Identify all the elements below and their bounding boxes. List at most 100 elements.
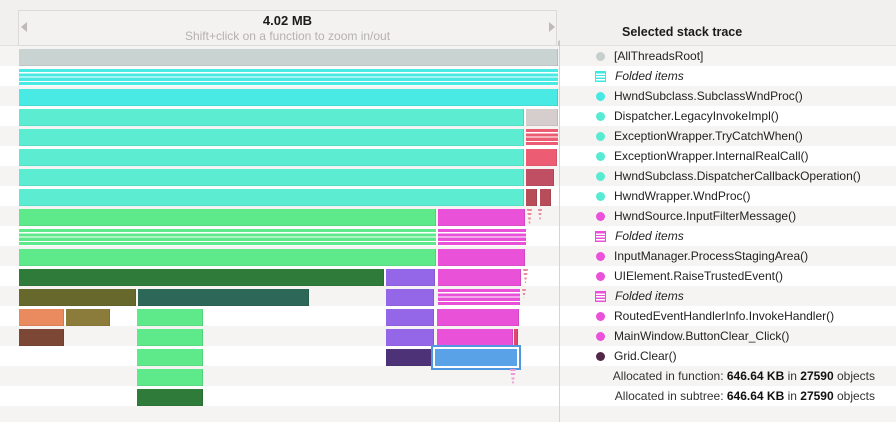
flame-bar[interactable] xyxy=(19,329,64,346)
flame-bar[interactable] xyxy=(438,269,521,286)
flame-bar[interactable] xyxy=(437,309,519,326)
allocated-in-subtree-line: Allocated in subtree: 646.64 KB in 27590… xyxy=(614,389,875,403)
flame-bar[interactable] xyxy=(19,49,558,66)
stack-trace-item[interactable]: HwndSubclass.DispatcherCallbackOperation… xyxy=(560,166,896,186)
stack-trace-item[interactable]: Folded items xyxy=(560,226,896,246)
flame-bar[interactable] xyxy=(386,349,433,366)
flame-bar[interactable] xyxy=(514,329,518,346)
stack-trace-item[interactable]: UIElement.RaiseTrustedEvent() xyxy=(560,266,896,286)
flame-zoom-hint: Shift+click on a function to zoom in/out xyxy=(184,28,391,43)
folded-items-icon xyxy=(595,290,606,302)
flame-bar[interactable] xyxy=(386,329,434,346)
stack-item-bullet-icon xyxy=(596,251,605,261)
flame-bar[interactable] xyxy=(526,189,537,206)
allocated-in-function-line: Allocated in function: 646.64 KB in 2759… xyxy=(612,369,875,383)
flame-total-size: 4.02 MB xyxy=(262,12,313,28)
row-stripe xyxy=(560,106,896,126)
flame-bar xyxy=(527,209,532,225)
stack-item-bullet-icon xyxy=(596,171,605,181)
stack-trace-item[interactable]: Grid.Clear() xyxy=(560,346,896,366)
flame-bar[interactable] xyxy=(438,209,525,226)
scroll-right-icon[interactable] xyxy=(549,22,555,32)
stack-trace-item[interactable]: InputManager.ProcessStagingArea() xyxy=(560,246,896,266)
flame-bar[interactable] xyxy=(19,249,436,266)
stack-item-bullet-icon xyxy=(596,51,605,61)
flame-bar xyxy=(510,369,516,384)
stack-item-label: [AllThreadsRoot] xyxy=(614,49,704,63)
flame-bar[interactable] xyxy=(19,309,64,326)
stack-trace-item[interactable]: HwndWrapper.WndProc() xyxy=(560,186,896,206)
stack-item-bullet-icon xyxy=(596,271,605,281)
flame-bar[interactable] xyxy=(526,129,558,146)
flame-bar[interactable] xyxy=(526,109,558,126)
flame-bar[interactable] xyxy=(66,309,110,326)
stack-item-label: HwndSubclass.SubclassWndProc() xyxy=(614,89,803,103)
stack-trace-item[interactable]: Dispatcher.LegacyInvokeImpl() xyxy=(560,106,896,126)
stack-item-label: Grid.Clear() xyxy=(614,349,677,363)
row-stripe xyxy=(560,46,896,66)
stack-item-label: HwndSource.InputFilterMessage() xyxy=(614,209,797,223)
flame-bar[interactable] xyxy=(437,329,513,346)
flame-bar-selected[interactable] xyxy=(433,347,519,368)
flame-bar[interactable] xyxy=(137,389,203,406)
flame-bar[interactable] xyxy=(540,189,551,206)
flame-bar[interactable] xyxy=(386,309,434,326)
row-stripe xyxy=(560,246,896,266)
flame-bar[interactable] xyxy=(19,149,524,166)
row-stripe xyxy=(0,366,559,386)
stack-item-label: Folded items xyxy=(615,289,684,303)
flame-bar[interactable] xyxy=(526,149,557,166)
flame-bar[interactable] xyxy=(137,329,203,346)
stack-trace-item[interactable]: ExceptionWrapper.TryCatchWhen() xyxy=(560,126,896,146)
flame-bar[interactable] xyxy=(19,189,524,206)
flame-bar[interactable] xyxy=(19,269,384,286)
flame-bar[interactable] xyxy=(438,289,520,306)
row-stripe xyxy=(560,306,896,326)
flame-bar[interactable] xyxy=(19,129,524,146)
flame-bar[interactable] xyxy=(19,229,436,246)
flame-bar[interactable] xyxy=(386,269,435,286)
stack-trace-item[interactable]: MainWindow.ButtonClear_Click() xyxy=(560,326,896,346)
stack-trace-item[interactable]: HwndSubclass.SubclassWndProc() xyxy=(560,86,896,106)
row-stripe xyxy=(560,266,896,286)
flame-bar[interactable] xyxy=(19,69,558,86)
stack-trace-item[interactable]: ExceptionWrapper.InternalRealCall() xyxy=(560,146,896,166)
flame-bar[interactable] xyxy=(438,249,525,266)
stack-panel-title: Selected stack trace xyxy=(622,25,743,39)
flame-bar[interactable] xyxy=(137,349,203,366)
flame-bar[interactable] xyxy=(386,289,434,306)
folded-items-icon xyxy=(595,230,606,242)
flamegraph xyxy=(0,46,559,422)
panel-splitter[interactable] xyxy=(559,40,560,422)
stack-item-bullet-icon xyxy=(596,351,605,361)
stack-item-bullet-icon xyxy=(596,131,605,141)
stack-trace-item[interactable]: Folded items xyxy=(560,66,896,86)
stack-item-label: ExceptionWrapper.InternalRealCall() xyxy=(614,149,809,163)
stack-trace-item[interactable]: [AllThreadsRoot] xyxy=(560,46,896,66)
stack-trace-item[interactable]: Folded items xyxy=(560,286,896,306)
flame-bar[interactable] xyxy=(19,209,436,226)
flame-bar[interactable] xyxy=(19,289,136,306)
flame-bar[interactable] xyxy=(138,289,309,306)
row-stripe xyxy=(560,166,896,186)
row-stripe xyxy=(560,386,896,406)
flame-bar xyxy=(538,209,542,221)
flame-bar[interactable] xyxy=(526,169,554,186)
stack-trace-item[interactable]: HwndSource.InputFilterMessage() xyxy=(560,206,896,226)
flame-bar[interactable] xyxy=(19,89,558,106)
stack-item-bullet-icon xyxy=(596,331,605,341)
flame-bar xyxy=(522,289,526,298)
row-stripe xyxy=(560,226,896,246)
flame-bar[interactable] xyxy=(137,369,203,386)
stack-trace-item[interactable]: RoutedEventHandlerInfo.InvokeHandler() xyxy=(560,306,896,326)
flame-bar[interactable] xyxy=(137,309,203,326)
flame-bar[interactable] xyxy=(438,229,526,246)
flame-bar xyxy=(523,269,528,283)
stack-item-bullet-icon xyxy=(596,111,605,121)
scroll-left-icon[interactable] xyxy=(21,22,27,32)
stack-item-label: Dispatcher.LegacyInvokeImpl() xyxy=(614,109,779,123)
flame-bar[interactable] xyxy=(19,109,524,126)
flame-bar[interactable] xyxy=(19,169,524,186)
stack-item-label: HwndSubclass.DispatcherCallbackOperation… xyxy=(614,169,861,183)
